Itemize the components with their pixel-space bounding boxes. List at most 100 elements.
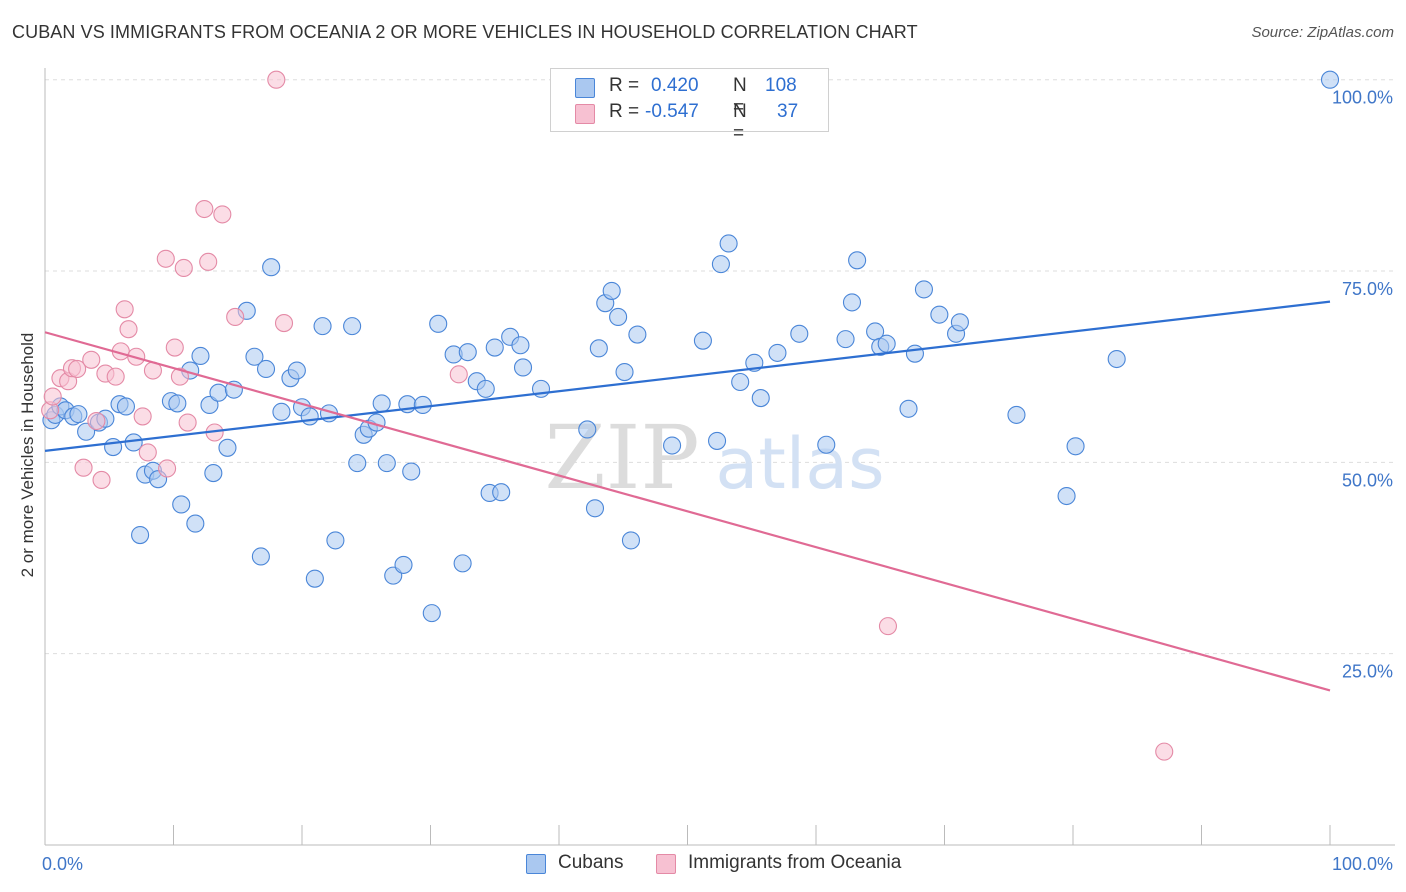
point-cubans xyxy=(719,234,738,253)
point-cubans xyxy=(305,569,324,588)
point-oceania xyxy=(178,413,197,432)
gridlines xyxy=(45,79,1395,655)
point-cubans xyxy=(899,399,918,418)
point-cubans xyxy=(168,394,187,413)
point-cubans xyxy=(476,379,495,398)
legend-n-label: N = xyxy=(733,75,747,118)
trend-line-oceania xyxy=(44,331,1331,692)
point-cubans xyxy=(458,343,477,362)
point-cubans xyxy=(326,531,345,550)
point-cubans xyxy=(693,331,712,350)
point-cubans xyxy=(1057,486,1076,506)
point-oceania xyxy=(74,458,93,477)
legend-r-value: 0.420 xyxy=(651,75,699,96)
point-cubans xyxy=(578,420,597,439)
point-cubans xyxy=(191,346,210,366)
point-cubans xyxy=(218,438,237,457)
point-cubans xyxy=(209,383,228,402)
point-cubans xyxy=(377,454,396,473)
bottom-legend-label: Immigrants from Oceania xyxy=(688,852,902,873)
point-cubans xyxy=(585,499,605,518)
point-oceania xyxy=(878,617,898,636)
scatter-points xyxy=(41,70,1340,761)
point-cubans xyxy=(609,307,628,326)
point-oceania xyxy=(1155,742,1174,761)
point-cubans xyxy=(905,344,924,363)
axes xyxy=(44,68,1395,846)
point-cubans xyxy=(485,338,504,357)
point-cubans xyxy=(104,437,123,457)
point-cubans xyxy=(511,336,530,355)
point-oceania xyxy=(195,199,214,219)
x-tick-label: 100.0% xyxy=(1332,854,1393,874)
point-oceania xyxy=(115,300,134,319)
point-oceania xyxy=(165,338,184,357)
point-oceania xyxy=(226,307,245,326)
point-cubans xyxy=(251,547,270,566)
point-oceania xyxy=(138,443,157,462)
bottom-legend: Cubans Immigrants from Oceania xyxy=(0,852,1406,878)
legend-r-label: R = xyxy=(609,101,640,122)
point-cubans xyxy=(343,317,362,336)
point-cubans xyxy=(272,402,291,421)
point-cubans xyxy=(124,433,143,452)
point-cubans xyxy=(200,395,219,415)
point-cubans xyxy=(69,405,88,424)
point-cubans xyxy=(621,531,641,550)
point-cubans xyxy=(422,604,441,623)
point-cubans xyxy=(348,454,367,473)
point-cubans xyxy=(131,526,150,545)
point-cubans xyxy=(790,324,809,343)
point-oceania xyxy=(199,252,218,271)
point-cubans xyxy=(1320,70,1340,89)
point-cubans xyxy=(313,317,332,336)
point-cubans xyxy=(628,325,647,344)
point-cubans xyxy=(453,554,472,573)
point-cubans xyxy=(751,389,770,408)
point-cubans xyxy=(513,358,533,377)
point-oceania xyxy=(68,359,87,379)
point-cubans xyxy=(402,462,421,481)
point-cubans xyxy=(602,281,621,300)
y-axis-label: 2 or more Vehicles in Household xyxy=(18,332,37,578)
point-oceania xyxy=(170,367,189,386)
bottom-legend-swatch-cubans xyxy=(526,854,546,874)
point-cubans xyxy=(842,293,862,312)
watermark: ZIP atlas xyxy=(544,406,884,509)
point-cubans xyxy=(492,483,511,502)
point-oceania xyxy=(119,320,138,339)
point-cubans xyxy=(663,436,682,455)
y-tick-label: 100.0% xyxy=(1332,88,1393,108)
legend-r-label: R = xyxy=(609,75,640,96)
y-tick-label: 25.0% xyxy=(1342,662,1393,682)
tick-labels: 25.0% 50.0% 75.0% 100.0% 0.0% 100.0% xyxy=(42,88,1393,874)
x-tick-label: 0.0% xyxy=(42,854,83,874)
source-label: Source: ZipAtlas.com xyxy=(1251,24,1394,41)
point-cubans xyxy=(172,495,191,514)
point-oceania xyxy=(267,70,286,89)
y-tick-label: 50.0% xyxy=(1342,470,1393,490)
point-cubans xyxy=(413,395,432,415)
point-cubans xyxy=(429,314,448,333)
watermark-atlas: atlas xyxy=(715,423,884,505)
legend: R = 0.420 N = 108 R = -0.547 N = 37 xyxy=(550,68,829,144)
point-cubans xyxy=(589,339,608,358)
chart-title: CUBAN VS IMMIGRANTS FROM OCEANIA 2 OR MO… xyxy=(12,22,918,42)
point-oceania xyxy=(156,249,175,268)
point-oceania xyxy=(92,470,111,490)
trend-line-cubans xyxy=(44,300,1331,452)
legend-n-value: 108 xyxy=(765,75,797,96)
point-cubans xyxy=(1007,405,1026,424)
point-oceania xyxy=(87,411,106,431)
point-cubans xyxy=(262,258,281,277)
point-cubans xyxy=(848,251,867,270)
point-cubans xyxy=(245,347,264,366)
bottom-legend-label: Cubans xyxy=(558,852,624,873)
legend-swatch-cubans xyxy=(575,78,595,98)
point-cubans xyxy=(731,372,750,392)
point-cubans xyxy=(768,343,787,362)
point-cubans xyxy=(615,362,634,382)
point-oceania xyxy=(106,367,125,386)
point-cubans xyxy=(930,305,949,324)
